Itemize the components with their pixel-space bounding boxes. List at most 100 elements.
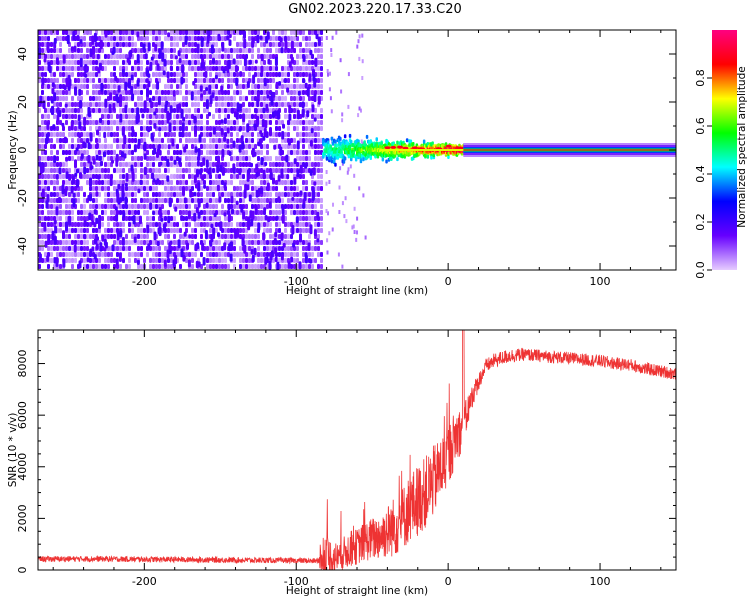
heatmap-cell	[56, 102, 59, 107]
heatmap-cell	[161, 138, 164, 143]
heatmap-cell	[228, 39, 232, 46]
heatmap-cell	[213, 213, 217, 218]
heatmap-cell	[74, 60, 77, 65]
heatmap-cell	[194, 222, 197, 227]
heatmap-cell	[89, 126, 92, 131]
heatmap-cell	[116, 42, 119, 47]
heatmap-cell	[302, 180, 305, 185]
heatmap-cell	[38, 144, 41, 149]
heatmap-cell	[188, 120, 191, 125]
heatmap-cell	[254, 222, 257, 227]
heatmap-cell	[38, 192, 41, 197]
heatmap-cell	[260, 174, 263, 179]
heatmap-cell	[124, 182, 128, 187]
heatmap-cell	[296, 54, 299, 59]
heatmap-cell	[137, 96, 140, 101]
heatmap-cell	[312, 167, 316, 176]
heatmap-cell	[248, 102, 251, 107]
heatmap-cell	[155, 210, 158, 215]
heatmap-cell	[210, 44, 214, 54]
heatmap-cell	[266, 240, 269, 245]
heatmap-cell	[345, 219, 348, 224]
heatmap-cell	[167, 96, 170, 101]
heatmap-cell	[107, 222, 110, 227]
heatmap-cell	[38, 156, 41, 161]
heatmap-cell	[206, 210, 209, 215]
heatmap-cell	[278, 210, 281, 215]
heatmap-cell	[278, 120, 281, 125]
heatmap-cell	[110, 258, 113, 263]
heatmap-cell	[104, 252, 107, 257]
heatmap-cell	[44, 48, 47, 53]
heatmap-cell	[215, 138, 218, 143]
y-tick-label: 2000	[16, 504, 29, 532]
heatmap-cell	[206, 78, 209, 83]
heatmap-cell	[314, 216, 317, 221]
heatmap-cell	[227, 59, 231, 70]
heatmap-cell	[272, 91, 276, 98]
heatmap-cell	[216, 164, 220, 174]
heatmap-cell	[212, 54, 215, 59]
heatmap-cell	[313, 79, 317, 88]
heatmap-cell	[320, 264, 323, 269]
heatmap-cell	[263, 240, 266, 245]
heatmap-cell	[107, 204, 110, 209]
heatmap-cell	[113, 72, 116, 77]
heatmap-cell	[104, 98, 108, 108]
heatmap-cell	[122, 144, 125, 149]
heatmap-cell	[71, 210, 74, 215]
heatmap-cell	[50, 246, 53, 251]
heatmap-cell	[41, 114, 44, 119]
heatmap-cell	[212, 162, 215, 167]
heatmap-cell	[212, 84, 215, 89]
heatmap-cell	[89, 222, 92, 227]
heatmap-cell	[128, 228, 131, 233]
heatmap-cell	[188, 114, 191, 119]
heatmap-cell	[209, 144, 212, 149]
heatmap-cell	[65, 150, 68, 155]
heatmap-cell	[211, 92, 215, 98]
heatmap-cell	[173, 234, 176, 239]
heatmap-cell	[242, 258, 245, 263]
heatmap-cell	[68, 246, 71, 251]
heatmap-cell	[188, 162, 191, 167]
heatmap-cell	[107, 42, 110, 47]
heatmap-cell	[264, 256, 268, 265]
heatmap-cell	[144, 53, 148, 60]
heatmap-cell	[73, 45, 77, 53]
heatmap-cell	[71, 264, 74, 269]
heatmap-cell	[110, 42, 113, 47]
heatmap-cell	[320, 126, 323, 131]
heatmap-cell	[309, 170, 313, 176]
heatmap-cell	[238, 144, 242, 153]
heatmap-cell	[182, 60, 185, 65]
heatmap-cell	[308, 204, 311, 209]
heatmap-cell	[259, 35, 263, 40]
heatmap-cell	[89, 177, 92, 187]
heatmap-cell	[139, 179, 143, 185]
heatmap-cell	[302, 258, 305, 263]
heatmap-cell	[161, 120, 164, 125]
heatmap-cell	[243, 244, 247, 254]
heatmap-cell	[50, 192, 53, 197]
heatmap-cell	[96, 53, 100, 60]
heatmap-cell	[53, 180, 56, 185]
heatmap-cell	[251, 66, 254, 71]
heatmap-cell	[248, 234, 251, 239]
heatmap-cell	[197, 222, 200, 227]
heatmap-cell	[77, 198, 80, 203]
heatmap-cell	[86, 228, 89, 233]
heatmap-cell	[242, 66, 245, 71]
heatmap-cell	[257, 234, 260, 239]
heatmap-cell	[107, 54, 110, 59]
heatmap-cell	[336, 155, 340, 160]
heatmap-cell	[257, 141, 261, 147]
heatmap-cell	[191, 54, 194, 59]
heatmap-cell	[107, 36, 110, 41]
heatmap-cell	[309, 258, 313, 264]
heatmap-cell	[77, 114, 81, 122]
heatmap-cell	[280, 253, 284, 261]
heatmap-cell	[170, 48, 173, 53]
heatmap-cell	[164, 192, 167, 197]
heatmap-cell	[290, 56, 294, 64]
